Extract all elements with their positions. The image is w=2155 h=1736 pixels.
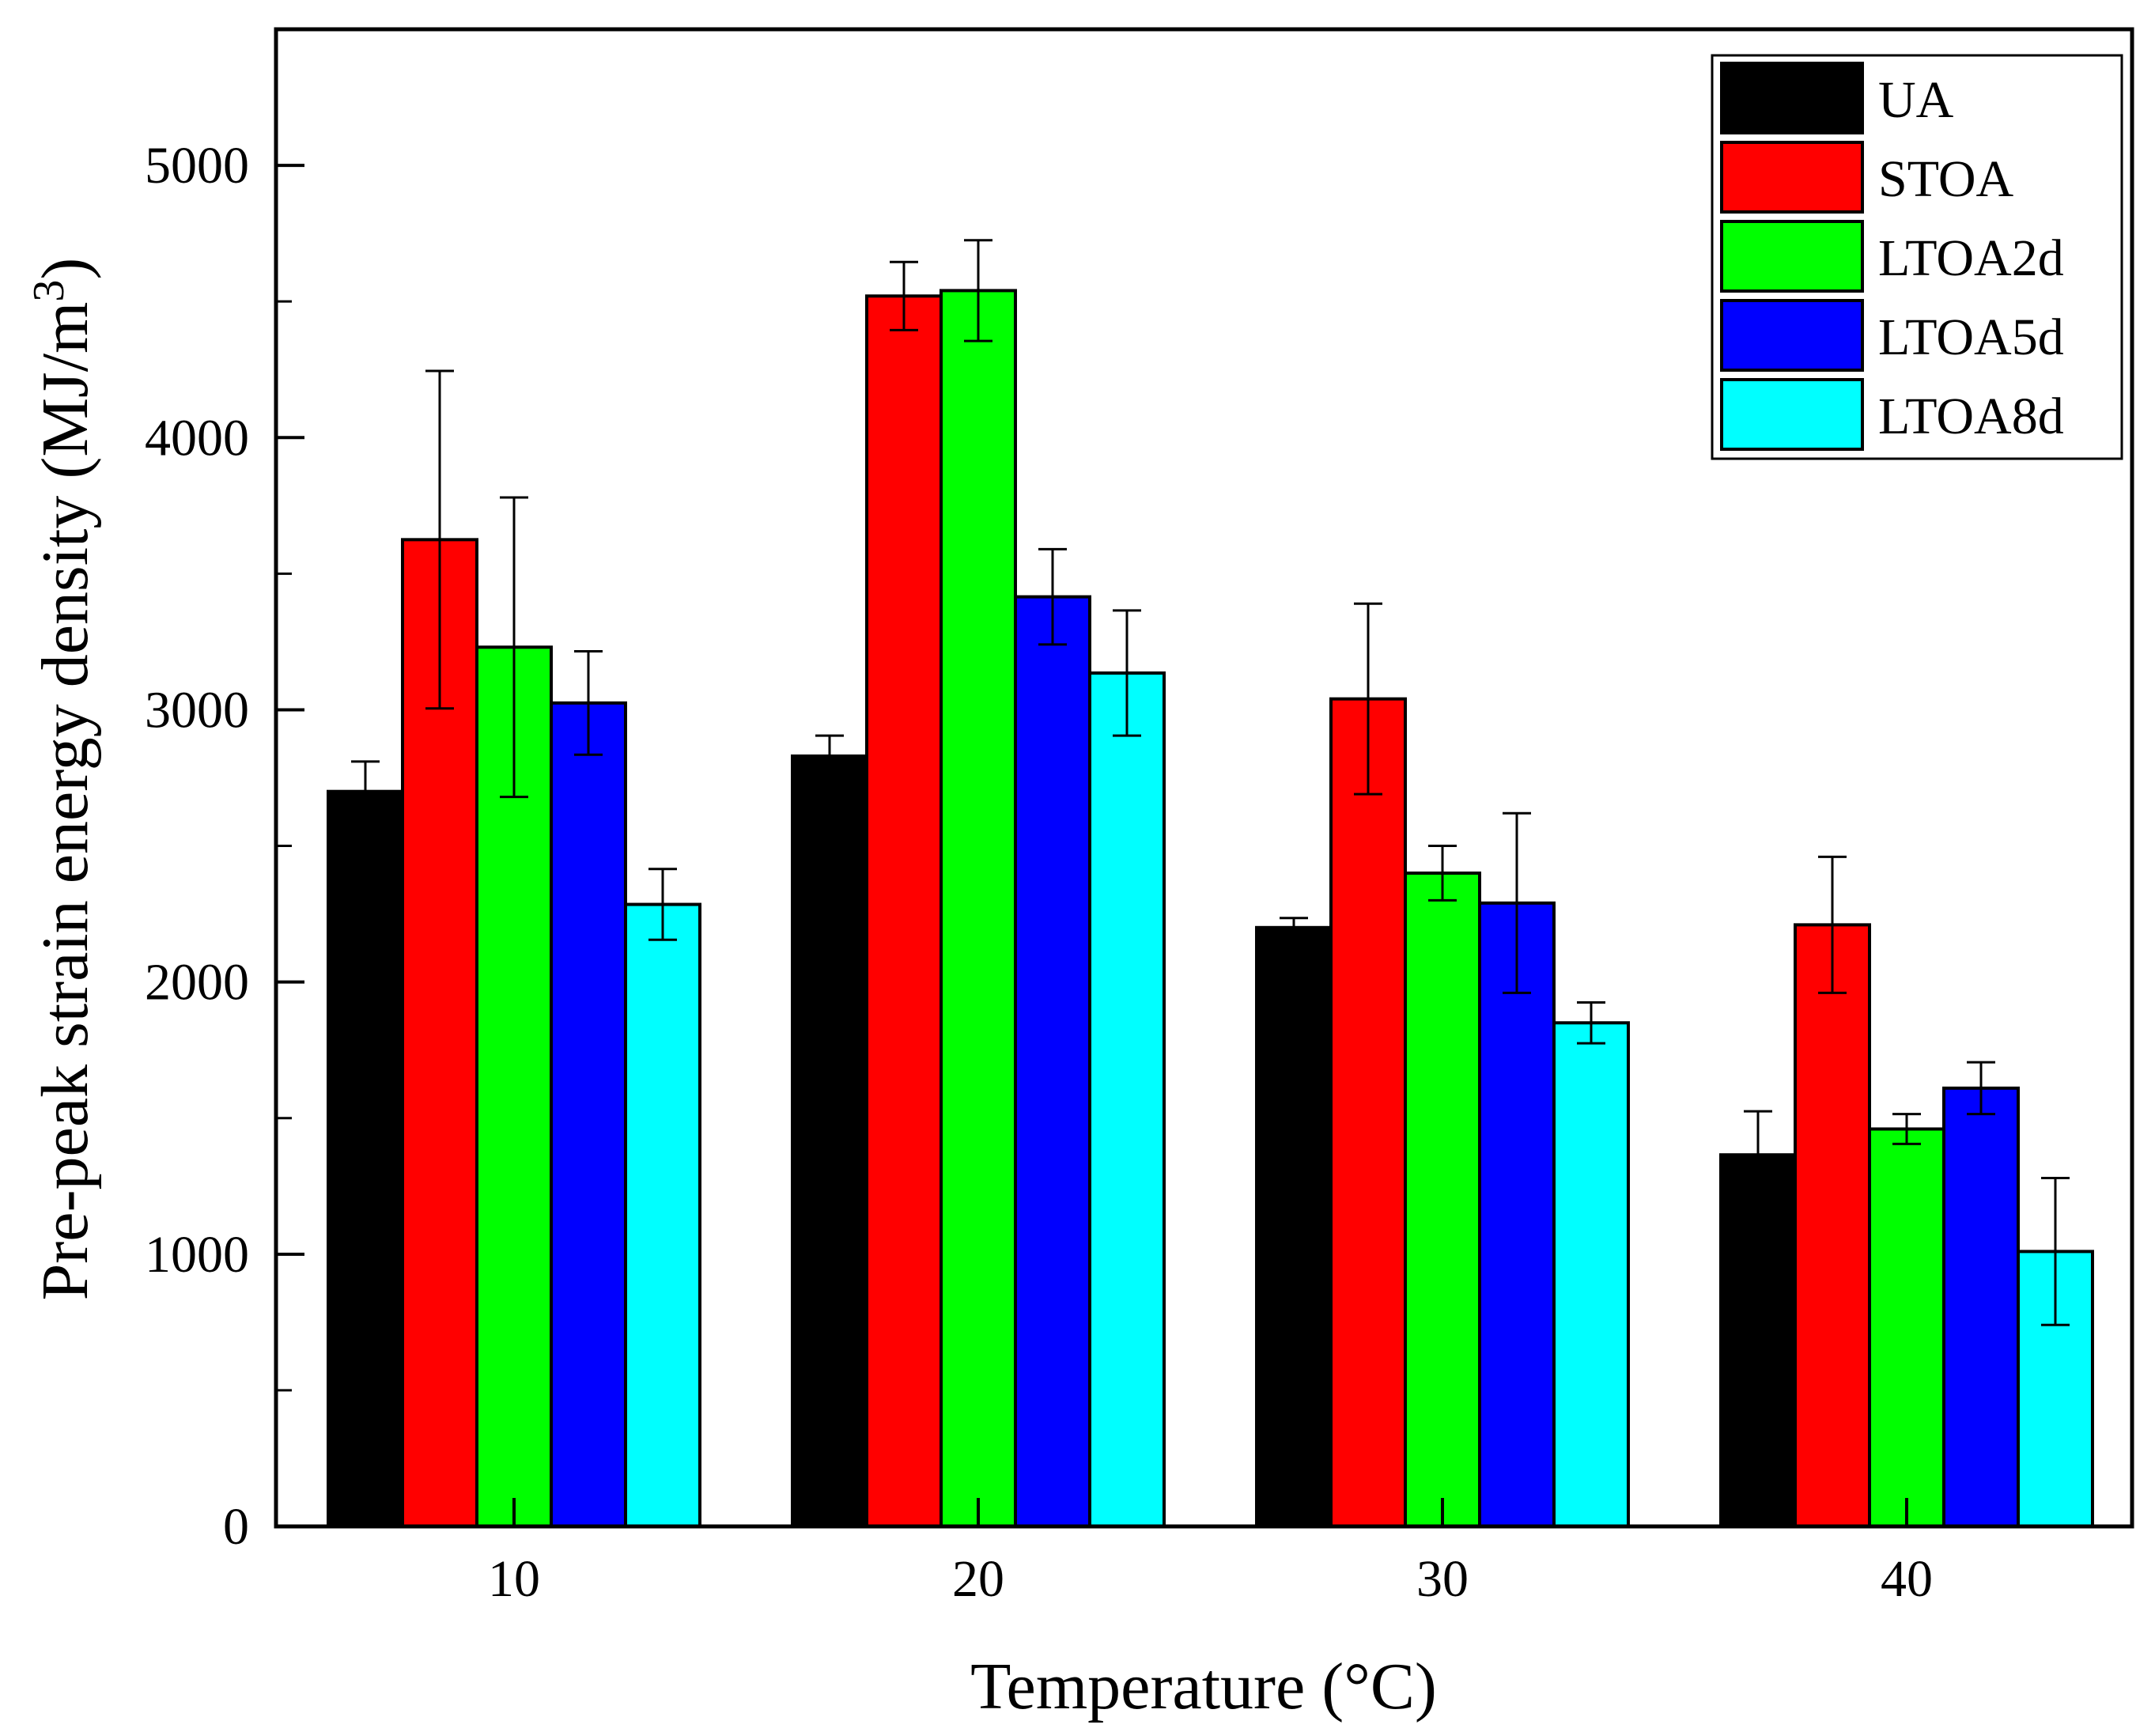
legend-swatch-ua bbox=[1720, 62, 1864, 134]
bars-layer bbox=[327, 289, 2094, 1529]
bar-ltoa5d-20 bbox=[1014, 595, 1091, 1528]
legend: UA STOA LTOA2d LTOA5d LTOA8d bbox=[1711, 54, 2123, 460]
y-axis-title: Pre-peak strain energy density (MJ/m3) bbox=[25, 258, 102, 1301]
legend-swatch-ltoa5d bbox=[1720, 299, 1864, 372]
y-tick-label-5000: 5000 bbox=[145, 137, 249, 195]
y-axis-title-close: ) bbox=[28, 258, 102, 280]
axes-layer: 0 1000 2000 3000 4000 5000 10 20 30 40 bbox=[145, 137, 1933, 1608]
bar-stoa-30 bbox=[1329, 697, 1407, 1528]
legend-label-ltoa2d: LTOA2d bbox=[1878, 229, 2064, 287]
x-tick-label-30: 30 bbox=[1416, 1550, 1469, 1608]
legend-label-ltoa5d: LTOA5d bbox=[1878, 308, 2064, 366]
y-tick-label-4000: 4000 bbox=[145, 409, 249, 467]
x-tick-label-40: 40 bbox=[1881, 1550, 1933, 1608]
bar-ltoa8d-30 bbox=[1552, 1021, 1630, 1529]
legend-swatch-ltoa2d bbox=[1720, 220, 1864, 293]
legend-swatch-stoa bbox=[1720, 141, 1864, 214]
legend-label-ltoa8d: LTOA8d bbox=[1878, 388, 2064, 445]
y-tick-label-1000: 1000 bbox=[145, 1226, 249, 1284]
bar-ltoa5d-40 bbox=[1942, 1086, 2020, 1529]
y-axis-title-superscript: 3 bbox=[25, 280, 74, 302]
y-axis-title-main: Pre-peak strain energy density (MJ/m bbox=[28, 302, 102, 1301]
x-axis-title: Temperature (°C) bbox=[970, 1650, 1437, 1723]
bar-ua-20 bbox=[791, 754, 868, 1528]
bar-ltoa2d-40 bbox=[1868, 1127, 1945, 1528]
bar-stoa-20 bbox=[865, 294, 943, 1528]
bar-ltoa8d-10 bbox=[624, 902, 701, 1528]
error-bars-layer bbox=[351, 239, 2070, 1326]
bar-stoa-40 bbox=[1794, 923, 1871, 1528]
plot-frame bbox=[274, 27, 2134, 1529]
x-tick-label-10: 10 bbox=[488, 1550, 540, 1608]
y-tick-label-2000: 2000 bbox=[145, 954, 249, 1012]
bar-ltoa5d-30 bbox=[1478, 901, 1556, 1528]
y-tick-label-0: 0 bbox=[223, 1498, 249, 1556]
x-tick-label-20: 20 bbox=[952, 1550, 1004, 1608]
bar-ltoa2d-30 bbox=[1404, 871, 1481, 1528]
bar-ua-10 bbox=[327, 789, 404, 1528]
legend-label-ua: UA bbox=[1878, 71, 1954, 129]
y-tick-label-3000: 3000 bbox=[145, 681, 249, 739]
bar-ua-40 bbox=[1719, 1153, 1797, 1528]
bar-ua-30 bbox=[1255, 925, 1333, 1529]
bar-ltoa8d-20 bbox=[1088, 671, 1166, 1528]
legend-swatch-ltoa8d bbox=[1720, 378, 1864, 451]
bar-ltoa5d-10 bbox=[550, 701, 627, 1528]
bar-ltoa2d-20 bbox=[940, 289, 1017, 1528]
legend-label-stoa: STOA bbox=[1878, 150, 2013, 208]
